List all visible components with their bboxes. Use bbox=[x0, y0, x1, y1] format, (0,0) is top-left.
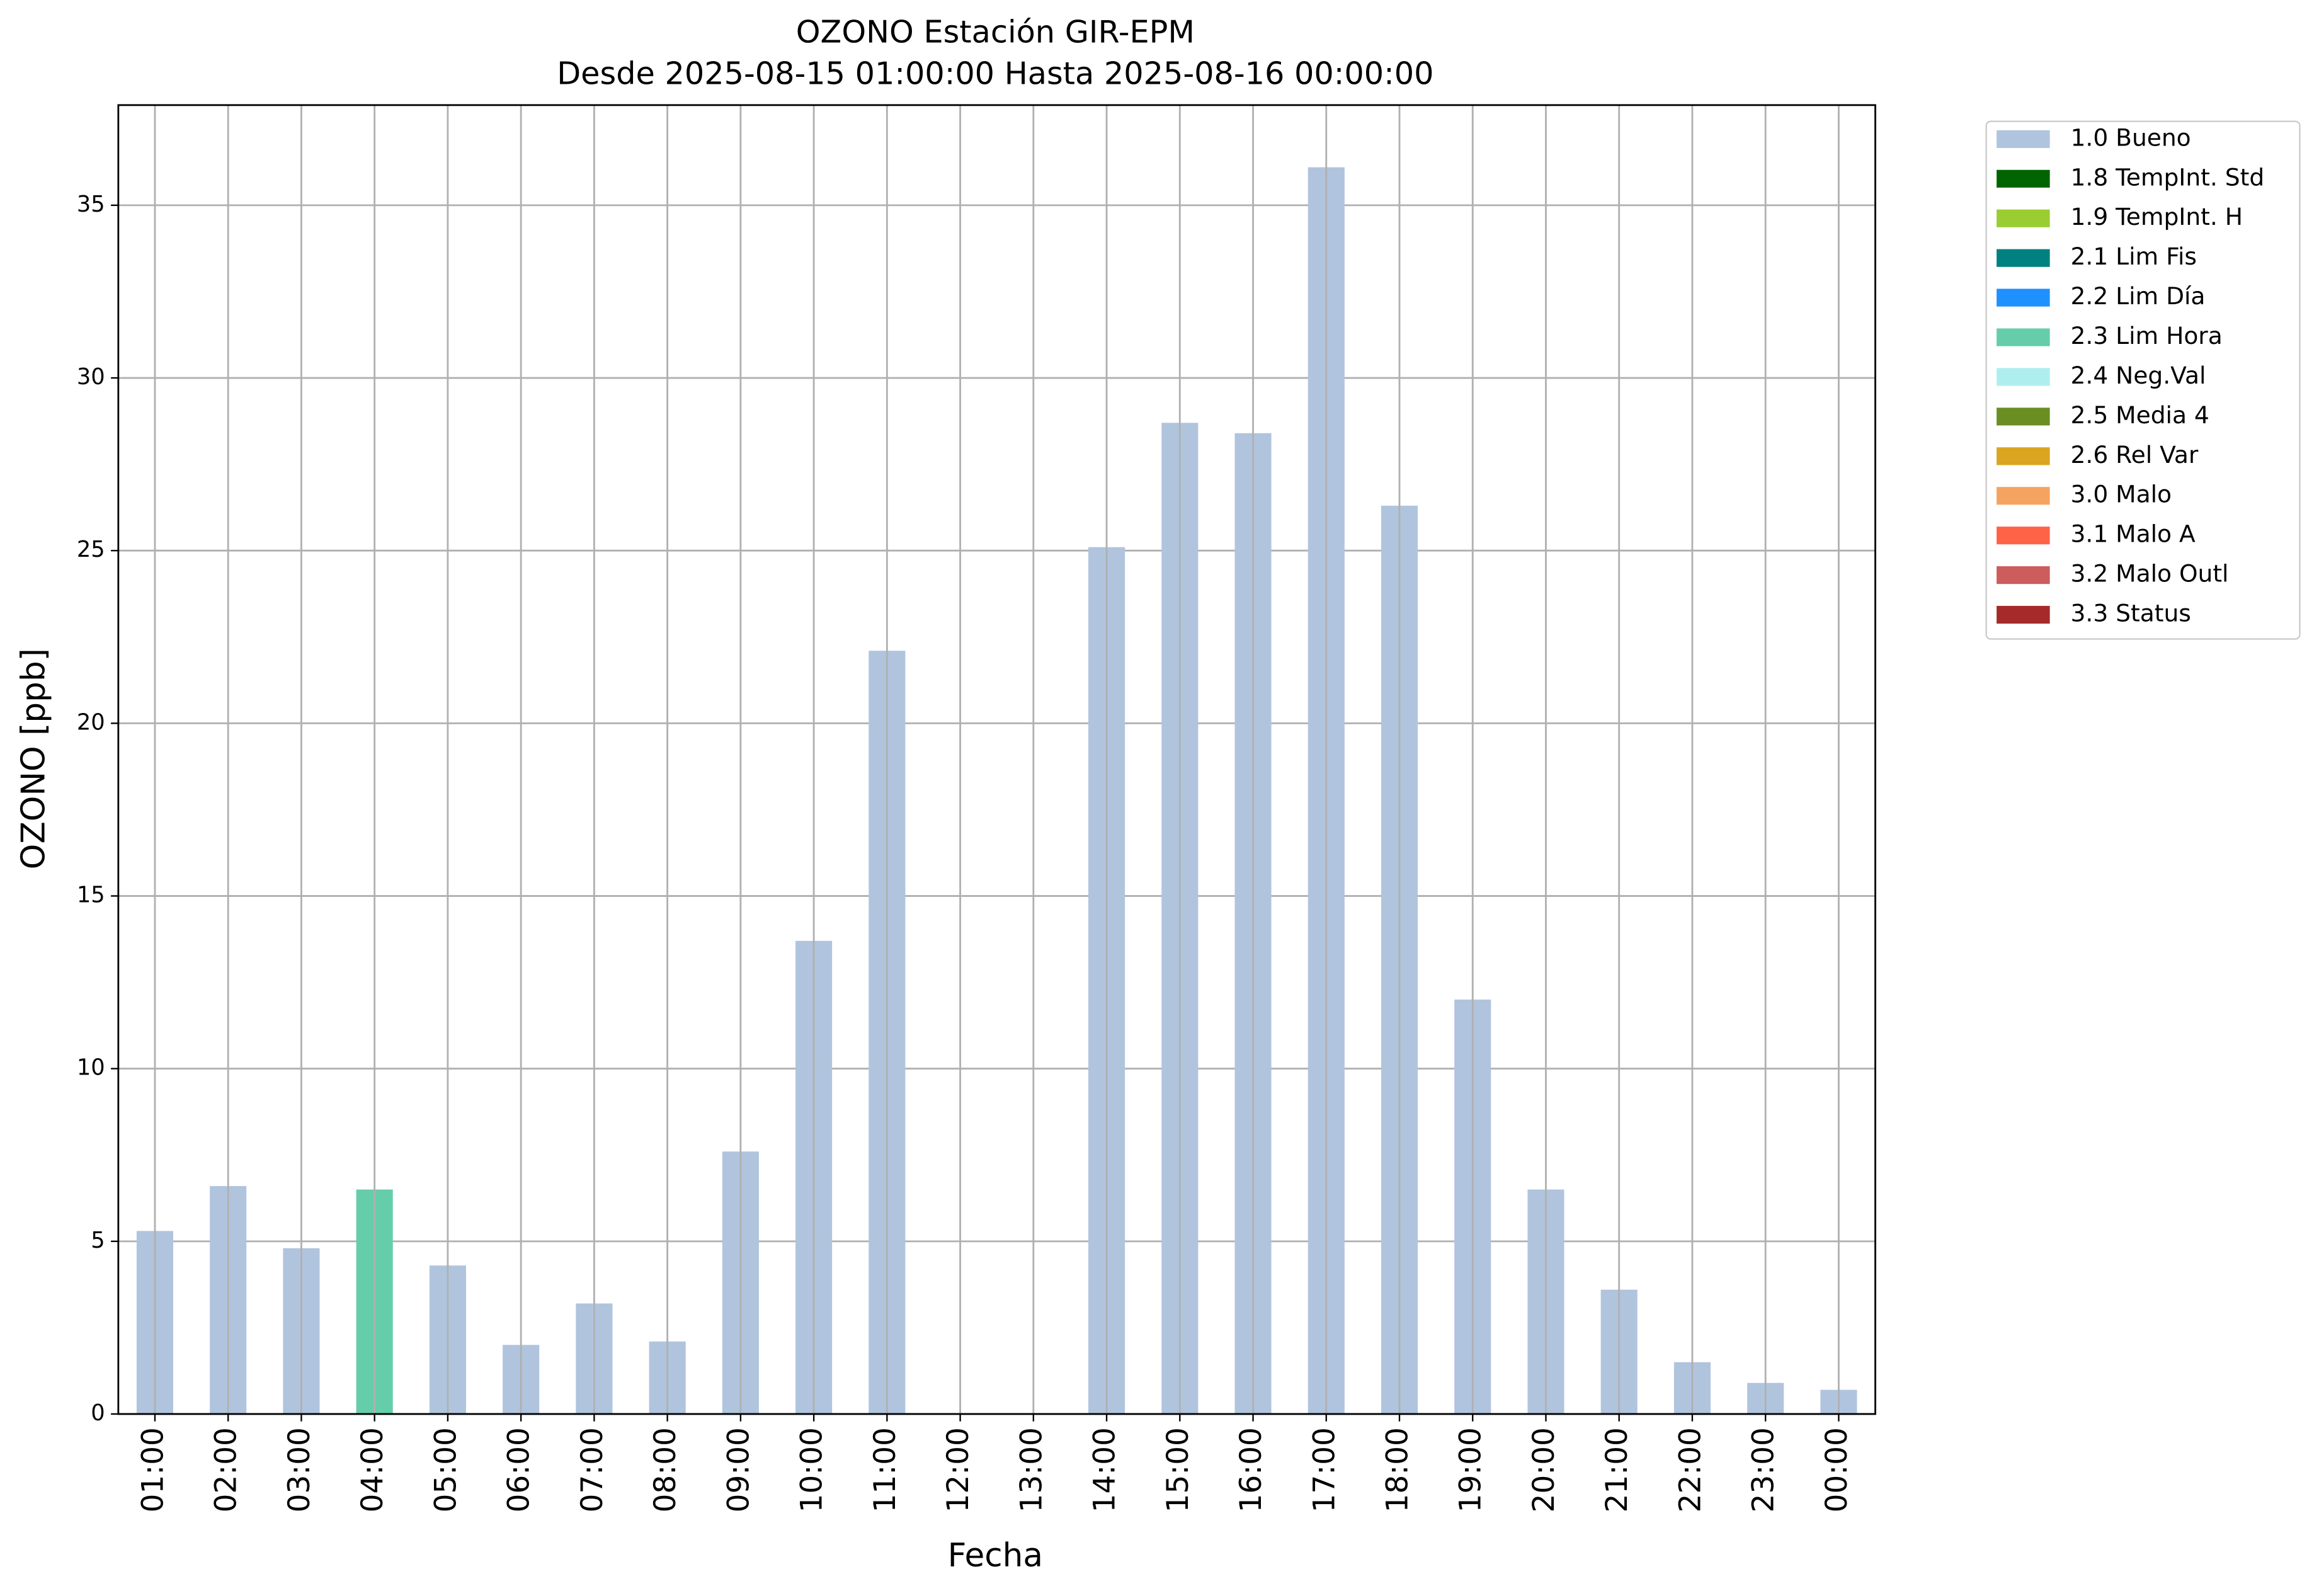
y-tick-label: 30 bbox=[77, 364, 105, 390]
legend-swatch bbox=[1997, 249, 2050, 267]
legend-swatch bbox=[1997, 447, 2050, 465]
chart-subtitle: Desde 2025-08-15 01:00:00 Hasta 2025-08-… bbox=[557, 55, 1433, 91]
x-axis-label: Fecha bbox=[948, 1537, 1043, 1575]
legend-swatch bbox=[1997, 527, 2050, 545]
legend-swatch bbox=[1997, 408, 2050, 426]
legend-swatch bbox=[1997, 487, 2050, 505]
y-tick-label: 20 bbox=[77, 709, 105, 735]
x-tick-label: 15:00 bbox=[1161, 1427, 1195, 1512]
legend-label: 1.0 Bueno bbox=[2071, 123, 2191, 151]
y-tick-label: 15 bbox=[77, 882, 105, 908]
x-tick-label: 01:00 bbox=[135, 1427, 170, 1512]
legend-label: 2.1 Lim Fis bbox=[2071, 242, 2197, 270]
x-tick-label: 06:00 bbox=[502, 1427, 537, 1512]
x-tick-label: 03:00 bbox=[282, 1427, 317, 1512]
x-tick-label: 10:00 bbox=[795, 1427, 829, 1512]
legend-label: 2.4 Neg.Val bbox=[2071, 362, 2206, 389]
legend-label: 1.9 TempInt. H bbox=[2071, 203, 2243, 231]
x-tick-label: 02:00 bbox=[209, 1427, 244, 1512]
x-tick-label: 04:00 bbox=[355, 1427, 390, 1512]
x-tick-label: 16:00 bbox=[1234, 1427, 1268, 1512]
grid-overlay bbox=[154, 105, 1840, 1415]
x-tick-label: 13:00 bbox=[1014, 1427, 1049, 1512]
legend-label: 1.8 TempInt. Std bbox=[2071, 163, 2265, 191]
x-tick-label: 05:00 bbox=[428, 1427, 463, 1512]
legend-label: 3.1 Malo A bbox=[2071, 520, 2196, 548]
legend-swatch bbox=[1997, 328, 2050, 346]
y-tick-label: 35 bbox=[77, 191, 105, 217]
x-tick-label: 17:00 bbox=[1307, 1427, 1342, 1512]
legend-label: 3.3 Status bbox=[2071, 600, 2191, 627]
y-axis-label: OZONO [ppb] bbox=[14, 648, 52, 869]
legend-box bbox=[1985, 120, 2301, 640]
legend-label: 2.2 Lim Día bbox=[2071, 282, 2206, 310]
x-tick-label: 22:00 bbox=[1673, 1427, 1707, 1512]
y-tick-label: 25 bbox=[77, 537, 105, 562]
x-tick-label: 12:00 bbox=[941, 1427, 976, 1512]
x-tick-label: 21:00 bbox=[1600, 1427, 1634, 1512]
legend-label: 3.2 Malo Outl bbox=[2071, 560, 2229, 588]
legend-swatch bbox=[1997, 566, 2050, 584]
legend-label: 2.6 Rel Var bbox=[2071, 441, 2199, 469]
y-tick-label: 10 bbox=[77, 1055, 105, 1081]
y-tick-label: 0 bbox=[91, 1400, 105, 1426]
x-tick-label: 18:00 bbox=[1380, 1427, 1415, 1512]
legend-swatch bbox=[1997, 288, 2050, 307]
y-tick-label: 5 bbox=[91, 1228, 105, 1253]
legend-swatch bbox=[1997, 605, 2050, 624]
legend-swatch bbox=[1997, 169, 2050, 188]
x-tick-label: 09:00 bbox=[721, 1427, 756, 1512]
x-tick-label: 08:00 bbox=[648, 1427, 683, 1512]
x-tick-label: 07:00 bbox=[575, 1427, 610, 1512]
legend-swatch bbox=[1997, 130, 2050, 148]
legend-label: 3.0 Malo bbox=[2071, 481, 2172, 508]
legend-label: 2.5 Media 4 bbox=[2071, 401, 2209, 429]
x-tick-label: 14:00 bbox=[1088, 1427, 1122, 1512]
plot-frame bbox=[117, 104, 1876, 1415]
x-tick-label: 20:00 bbox=[1527, 1427, 1561, 1512]
x-tick-label: 00:00 bbox=[1820, 1427, 1854, 1512]
legend-swatch bbox=[1997, 368, 2050, 386]
x-tick-label: 23:00 bbox=[1746, 1427, 1781, 1512]
legend-swatch bbox=[1997, 209, 2050, 227]
chart-title: OZONO Estación GIR-EPM bbox=[796, 14, 1195, 50]
legend-label: 2.3 Lim Hora bbox=[2071, 322, 2223, 350]
x-tick-label: 19:00 bbox=[1454, 1427, 1488, 1512]
x-tick-label: 11:00 bbox=[868, 1427, 903, 1512]
